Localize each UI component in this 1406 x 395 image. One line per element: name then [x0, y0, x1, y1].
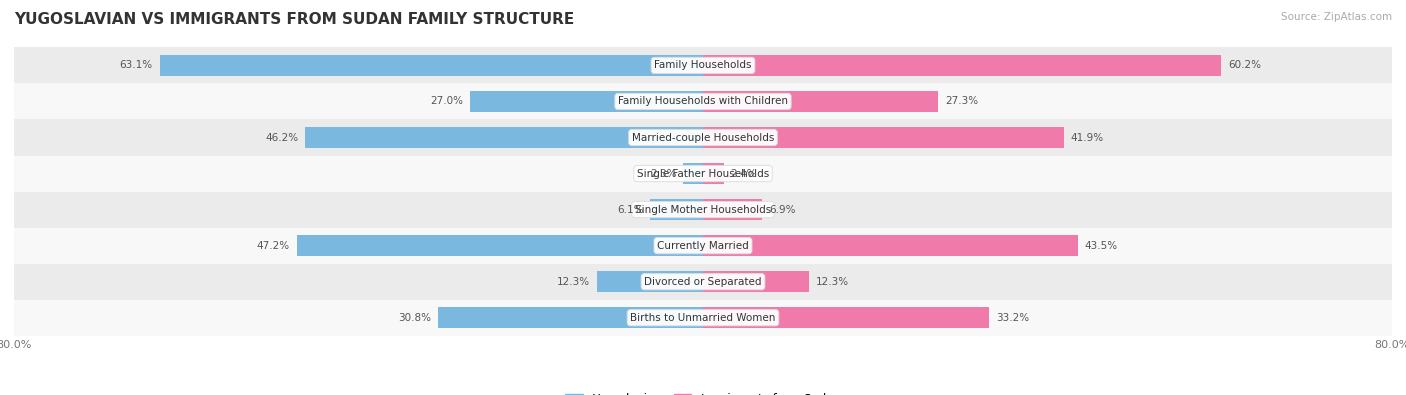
Text: Source: ZipAtlas.com: Source: ZipAtlas.com — [1281, 12, 1392, 22]
Text: 46.2%: 46.2% — [266, 132, 298, 143]
Text: Divorced or Separated: Divorced or Separated — [644, 276, 762, 287]
Bar — [14, 192, 1392, 228]
Text: Family Households with Children: Family Households with Children — [619, 96, 787, 107]
Text: Family Households: Family Households — [654, 60, 752, 70]
Bar — [305, 127, 703, 148]
Bar — [703, 163, 724, 184]
Bar — [14, 264, 1392, 300]
Text: Births to Unmarried Women: Births to Unmarried Women — [630, 313, 776, 323]
Bar — [703, 127, 1064, 148]
Legend: Yugoslavian, Immigrants from Sudan: Yugoslavian, Immigrants from Sudan — [561, 388, 845, 395]
Text: 2.4%: 2.4% — [731, 169, 756, 179]
Text: 12.3%: 12.3% — [557, 276, 591, 287]
Text: 6.9%: 6.9% — [769, 205, 796, 214]
Bar — [14, 83, 1392, 119]
Text: Married-couple Households: Married-couple Households — [631, 132, 775, 143]
Text: 12.3%: 12.3% — [815, 276, 849, 287]
Bar — [683, 163, 703, 184]
Bar — [703, 199, 762, 220]
Bar — [437, 307, 703, 328]
Bar — [160, 55, 703, 76]
Text: 2.3%: 2.3% — [650, 169, 676, 179]
Bar — [703, 271, 808, 292]
Text: 30.8%: 30.8% — [398, 313, 430, 323]
Bar — [14, 228, 1392, 264]
Bar — [14, 119, 1392, 156]
Bar — [14, 156, 1392, 192]
Bar — [703, 307, 988, 328]
Bar — [703, 235, 1077, 256]
Text: 41.9%: 41.9% — [1071, 132, 1104, 143]
Text: 27.0%: 27.0% — [430, 96, 464, 107]
Text: 60.2%: 60.2% — [1229, 60, 1261, 70]
Text: Single Father Households: Single Father Households — [637, 169, 769, 179]
Text: 6.1%: 6.1% — [617, 205, 644, 214]
Bar — [471, 91, 703, 112]
Bar — [703, 91, 938, 112]
Text: 33.2%: 33.2% — [995, 313, 1029, 323]
Text: Currently Married: Currently Married — [657, 241, 749, 251]
Bar — [651, 199, 703, 220]
Text: 43.5%: 43.5% — [1084, 241, 1118, 251]
Bar — [297, 235, 703, 256]
Text: 27.3%: 27.3% — [945, 96, 979, 107]
Text: YUGOSLAVIAN VS IMMIGRANTS FROM SUDAN FAMILY STRUCTURE: YUGOSLAVIAN VS IMMIGRANTS FROM SUDAN FAM… — [14, 12, 574, 27]
Text: 63.1%: 63.1% — [120, 60, 153, 70]
Bar — [598, 271, 703, 292]
Bar — [14, 300, 1392, 336]
Bar — [703, 55, 1222, 76]
Text: Single Mother Households: Single Mother Households — [636, 205, 770, 214]
Bar — [14, 47, 1392, 83]
Text: 47.2%: 47.2% — [256, 241, 290, 251]
